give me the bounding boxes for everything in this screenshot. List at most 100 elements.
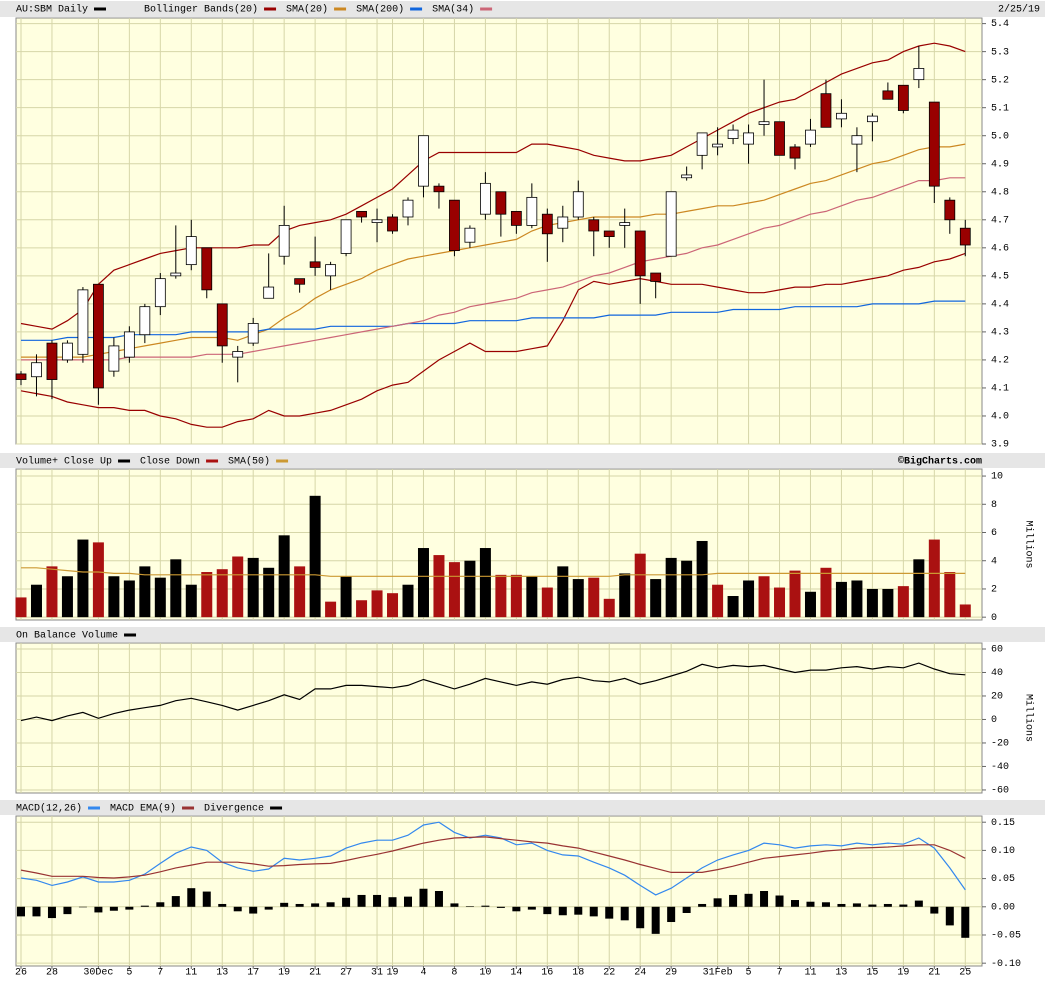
bar — [852, 903, 861, 907]
overlay-line — [20, 42, 966, 330]
bar — [791, 900, 799, 907]
candle-body — [309, 261, 321, 268]
candle-body — [464, 227, 476, 243]
x-tick-label: 28 — [46, 968, 58, 979]
panel-header — [0, 1, 1045, 17]
candle-body — [170, 272, 182, 277]
bar — [78, 906, 87, 908]
bar — [108, 576, 120, 618]
bar — [263, 567, 275, 618]
bar — [202, 891, 211, 907]
legend-label: Close Up — [64, 456, 112, 468]
candle-body — [387, 216, 398, 232]
x-tick-label: 16 — [541, 968, 553, 979]
bar — [789, 570, 801, 618]
x-tick-label: 15 — [866, 968, 878, 979]
overlay-line — [21, 300, 966, 341]
plot-area — [15, 17, 983, 445]
y-tick-label: 60 — [991, 645, 1003, 656]
panel-header — [0, 453, 1045, 468]
date-label: 2/25/19 — [998, 4, 1040, 16]
candle-body — [619, 222, 631, 226]
plot-area — [15, 642, 983, 794]
bar — [558, 906, 567, 916]
bar — [775, 895, 784, 907]
bar — [866, 588, 878, 618]
y-tick-label: 0.15 — [991, 818, 1015, 829]
y-tick-label: 3.9 — [991, 440, 1009, 451]
candle-body — [882, 90, 894, 100]
candle-body — [774, 121, 785, 156]
bar — [821, 902, 830, 907]
candle-body — [820, 93, 832, 128]
bar — [216, 569, 228, 618]
bar — [743, 580, 755, 618]
bar — [744, 893, 753, 907]
bar — [340, 576, 352, 618]
bar — [232, 556, 244, 618]
x-tick-label: 22 — [603, 968, 615, 979]
x-tick-label: 29 — [665, 968, 677, 979]
overlay-line — [20, 252, 966, 428]
bar — [588, 577, 600, 618]
bar — [185, 584, 197, 618]
bar — [589, 906, 598, 917]
bar — [572, 579, 584, 618]
bar — [667, 906, 676, 923]
candle-body — [634, 230, 646, 277]
candle-body — [449, 199, 460, 252]
candle-body — [232, 351, 244, 358]
legend-label: AU:SBM Daily — [16, 4, 88, 16]
candle-body — [263, 286, 275, 299]
legend-label: SMA(200) — [356, 4, 404, 16]
x-tick-label: 8 — [451, 968, 457, 979]
bar — [325, 601, 337, 618]
x-tick-label: 11 — [804, 968, 816, 979]
candle-body — [356, 210, 367, 218]
bar — [373, 894, 382, 907]
bar — [249, 906, 258, 914]
x-tick-label: 19 — [387, 968, 399, 979]
candle-body — [418, 135, 429, 187]
bar — [820, 567, 832, 618]
x-tick-label: 25 — [959, 968, 971, 979]
bar — [233, 906, 242, 912]
x-tick-label: 31 — [371, 968, 383, 979]
bar — [930, 906, 939, 914]
bar — [835, 581, 847, 618]
series-line — [20, 836, 966, 879]
bar — [92, 542, 104, 618]
bar — [201, 572, 213, 618]
x-tick-label: 21 — [309, 968, 321, 979]
candle-body — [139, 306, 151, 336]
candle-body — [851, 135, 863, 145]
x-tick-label: 5 — [746, 968, 752, 979]
x-tick-label: 10 — [479, 968, 491, 979]
y-tick-label: 5.3 — [991, 47, 1009, 58]
bar — [758, 576, 770, 618]
bar — [402, 584, 414, 618]
bar — [837, 903, 846, 907]
bar — [651, 906, 660, 934]
x-tick-label: 27 — [340, 968, 352, 979]
y-tick-label: -0.10 — [991, 959, 1021, 970]
y-tick-label: 4.9 — [991, 159, 1009, 170]
y-tick-label: 0 — [991, 715, 997, 726]
legend-label: SMA(34) — [432, 4, 474, 16]
y-tick-label: -0.05 — [991, 931, 1021, 942]
candle-body — [727, 129, 739, 139]
bar — [557, 566, 569, 618]
bar — [464, 560, 476, 618]
bar — [603, 598, 615, 618]
legend-label: SMA(20) — [286, 4, 328, 16]
y-axis-label: Millions — [1022, 694, 1034, 742]
y-tick-label: 10 — [991, 472, 1003, 483]
x-tick-label: 11 — [185, 968, 197, 979]
bar — [650, 579, 662, 618]
candle-body — [510, 210, 522, 226]
bar — [30, 584, 42, 618]
y-tick-label: 2 — [991, 585, 997, 596]
candle-body — [665, 191, 677, 257]
legend-label: Close Down — [140, 456, 200, 468]
bar — [417, 548, 429, 618]
